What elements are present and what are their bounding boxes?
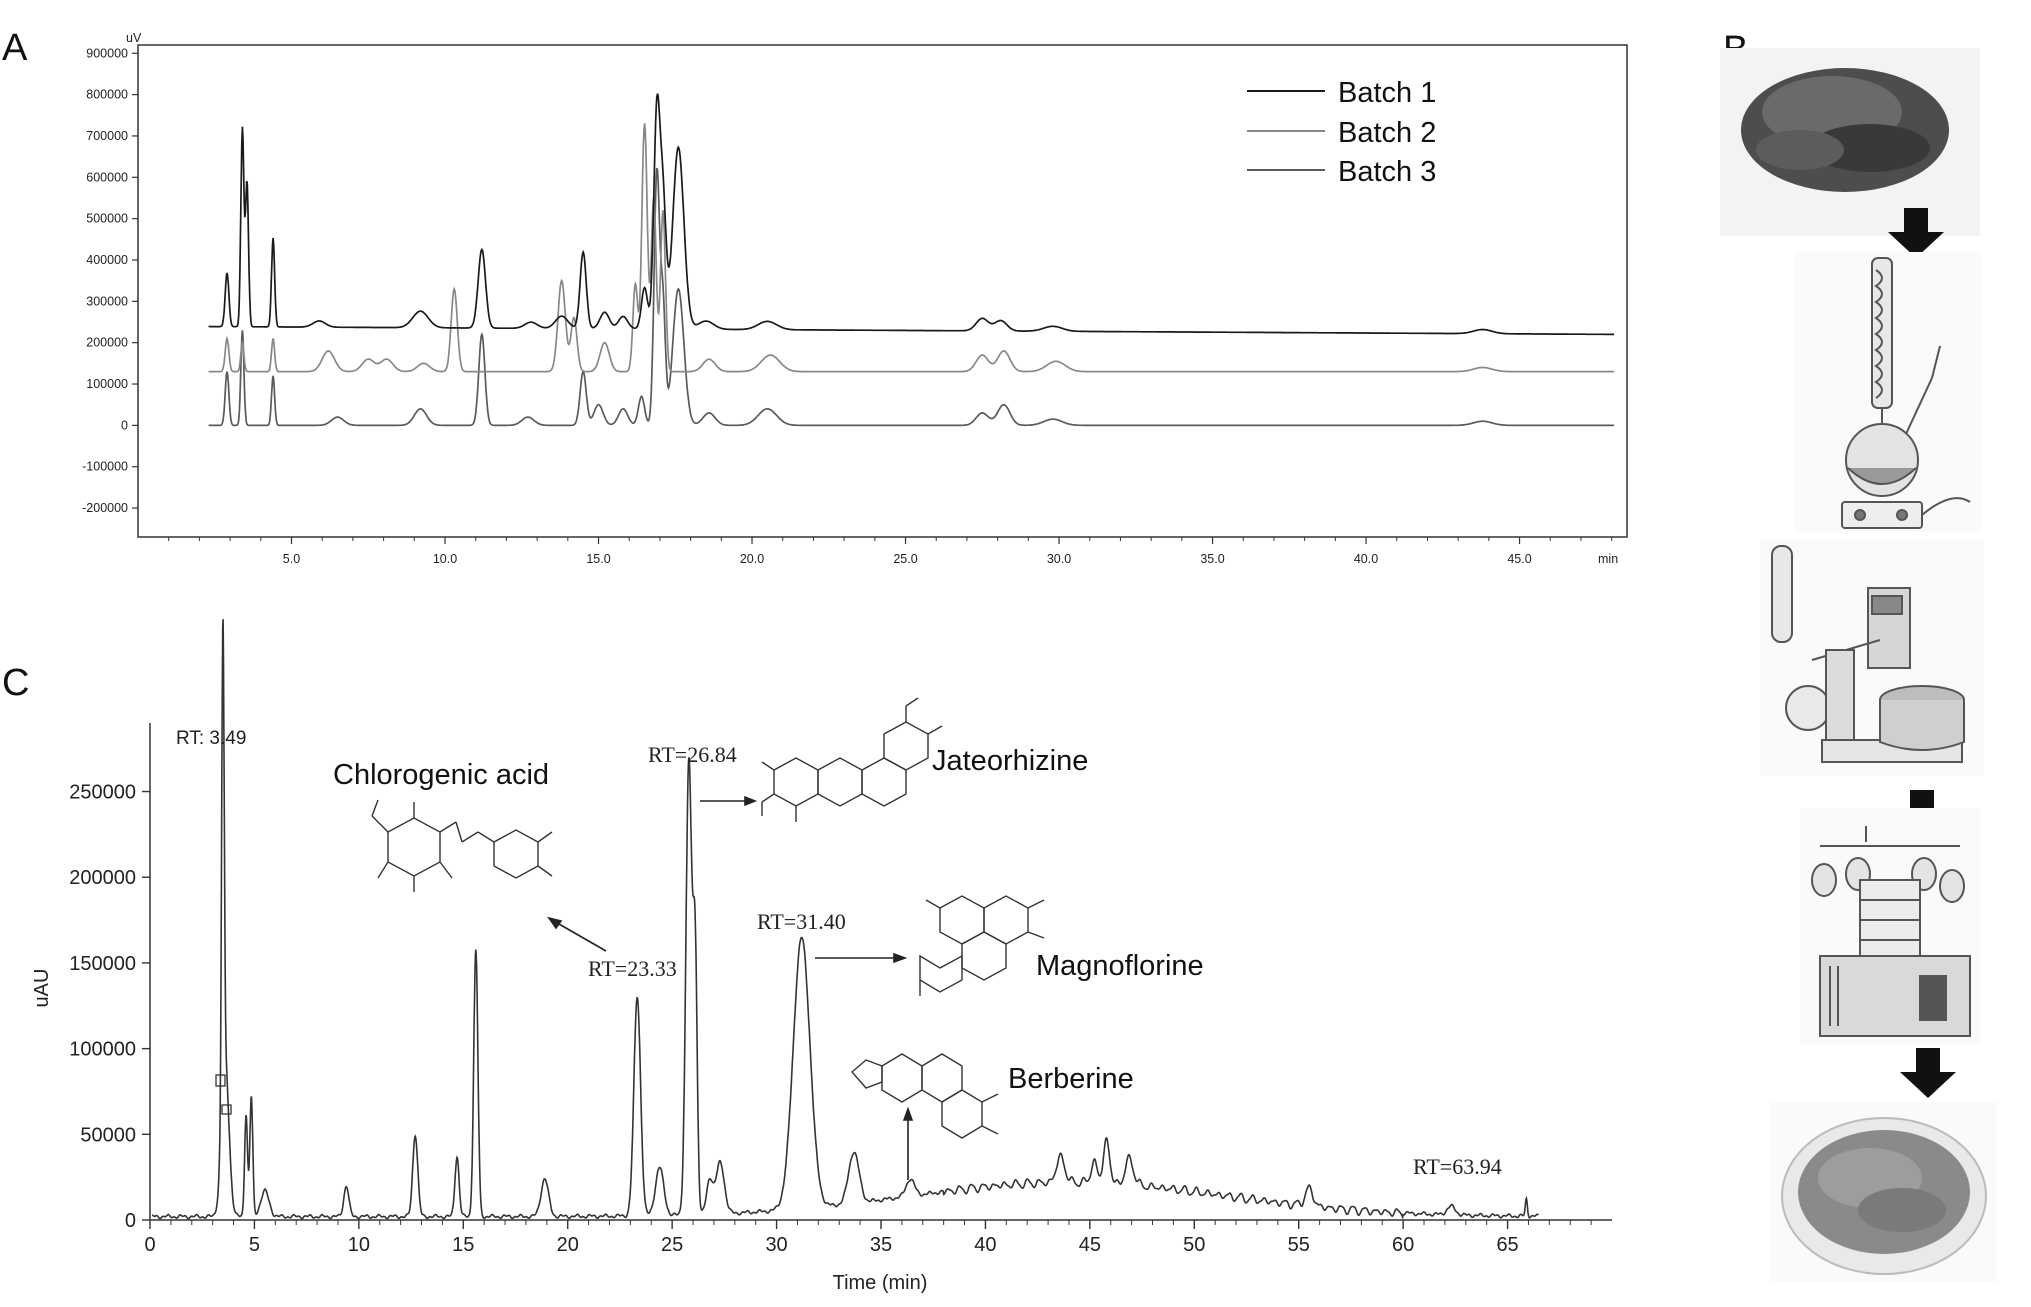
panel-c-x-tick-label: 65 [1496, 1234, 1518, 1256]
panel-c-x-tick-label: 0 [144, 1234, 155, 1256]
panel-c-x-axis: 0 5 10 15 20 25 30 35 40 45 50 55 60 65 [144, 1220, 1592, 1256]
panel-a-y-tick-label: 200000 [86, 336, 128, 350]
panel-c-x-tick-label: 35 [870, 1234, 892, 1256]
series-line-batch-3 [208, 167, 1615, 427]
panel-c-x-tick-label: 45 [1079, 1234, 1101, 1256]
arrow-chlorogenic [551, 919, 607, 952]
panel-c-x-tick-label: 50 [1183, 1234, 1205, 1256]
panel-a-series [208, 93, 1615, 427]
panel-a-y-tick-label: -100000 [82, 460, 128, 474]
panel-a-x-tick-label: 15.0 [586, 552, 610, 566]
panel-a-y-tick-label: 900000 [86, 46, 128, 60]
panel-b-process [1720, 48, 1996, 1282]
compound-chlorogenic-acid: Chlorogenic acid [333, 759, 549, 791]
legend-label-batch-1: Batch 1 [1338, 77, 1436, 109]
arrow-jateorhizine-head [744, 795, 758, 807]
series-line-batch-2 [208, 123, 1615, 373]
arrow-down-1 [1888, 208, 1944, 258]
panel-a-x-tick-label: 20.0 [740, 552, 764, 566]
panel-a-x-unit: min [1598, 552, 1618, 566]
panel-a-x-tick-label: 30.0 [1047, 552, 1071, 566]
compound-magnoflorine: Magnoflorine [1036, 950, 1204, 982]
peak-marker-1 [215, 1074, 226, 1087]
panel-c-y-tick-label: 50000 [80, 1124, 136, 1146]
legend-label-batch-2: Batch 2 [1338, 117, 1436, 149]
panel-a-label: A [2, 27, 28, 69]
panel-c-x-tick-label: 20 [557, 1234, 579, 1256]
panel-a-x-tick-label: 45.0 [1507, 552, 1531, 566]
panel-a-y-axis: 900000 800000 700000 600000 500000 400000 3000… [82, 46, 138, 515]
panel-c-chromatogram: 0 50000 100000 150000 200000 250000 0 5 10 15 20 2… [31, 619, 1612, 1294]
freeze-dryer-image [1800, 808, 1980, 1044]
peak-marker-2 [221, 1104, 232, 1115]
rt-label-23-33: RT=23.33 [588, 956, 677, 981]
panel-a-y-tick-label: 600000 [86, 170, 128, 184]
rt-label-26-84: RT=26.84 [648, 742, 737, 767]
panel-a-y-tick-label: 800000 [86, 88, 128, 102]
arrow-berberine-head [902, 1106, 914, 1121]
panel-c-x-tick-label: 55 [1288, 1234, 1310, 1256]
panel-a-y-tick-label: 300000 [86, 294, 128, 308]
compound-jateorhizine: Jateorhizine [932, 745, 1088, 777]
arrow-magnoflorine-head [893, 952, 908, 964]
rt-label-63-94: RT=63.94 [1413, 1154, 1502, 1179]
panel-a-x-axis: 5.0 10.0 15.0 20.0 25.0 30.0 35.0 40.0 45.0 [168, 537, 1613, 566]
dried-herb-image [1720, 48, 1980, 236]
panel-a-legend: Batch 1 Batch 2 Batch 3 [1247, 77, 1436, 188]
panel-a-x-tick-label: 40.0 [1354, 552, 1378, 566]
panel-a-x-tick-label: 35.0 [1200, 552, 1224, 566]
panel-c-y-title: uAU [31, 969, 53, 1008]
rt-label-3-49: RT: 3.49 [176, 728, 246, 749]
panel-c-y-tick-label: 200000 [69, 867, 136, 889]
panel-a-frame [137, 44, 1628, 538]
panel-a-y-tick-label: 500000 [86, 212, 128, 226]
series-line-batch-1 [208, 93, 1615, 336]
panel-c-y-axis: 0 50000 100000 150000 200000 250000 [69, 782, 150, 1232]
panel-c-y-tick-label: 150000 [69, 953, 136, 975]
reflux-apparatus-image [1794, 252, 1982, 532]
panel-a-x-tick-label: 5.0 [283, 552, 300, 566]
panel-a-x-tick-label: 10.0 [433, 552, 457, 566]
panel-c-x-title: Time (min) [833, 1272, 928, 1294]
panel-c-x-tick-label: 40 [974, 1234, 996, 1256]
panel-a-y-tick-label: 700000 [86, 129, 128, 143]
structure-magnoflorine [919, 895, 1045, 996]
panel-c-x-tick-label: 10 [348, 1234, 370, 1256]
panel-c-x-tick-label: 15 [452, 1234, 474, 1256]
panel-c-y-tick-label: 250000 [69, 782, 136, 804]
structure-berberine [851, 1053, 999, 1139]
structure-chlorogenic-acid [371, 799, 553, 892]
arrow-chlorogenic-head [547, 916, 563, 930]
annotation-arrows [547, 795, 914, 1180]
panel-c-y-tick-label: 0 [125, 1210, 136, 1232]
rt-label-31-40: RT=31.40 [757, 909, 846, 934]
panel-c-series [151, 619, 1540, 1220]
series-line-panel-c [151, 619, 1540, 1220]
structure-jateorhizine [761, 697, 943, 822]
panel-a-x-tick-label: 25.0 [893, 552, 917, 566]
panel-c-x-tick-label: 60 [1392, 1234, 1414, 1256]
legend-label-batch-3: Batch 3 [1338, 156, 1436, 188]
arrow-down-4 [1900, 1048, 1956, 1098]
panel-a-y-tick-label: -200000 [82, 501, 128, 515]
panel-c-x-tick-label: 30 [765, 1234, 787, 1256]
panel-a-y-tick-label: 0 [121, 418, 128, 432]
panel-a-y-tick-label: 400000 [86, 253, 128, 267]
panel-a-y-tick-label: 100000 [86, 377, 128, 391]
panel-c-x-tick-label: 5 [249, 1234, 260, 1256]
panel-c-x-tick-label: 25 [661, 1234, 683, 1256]
powder-image [1770, 1102, 1996, 1282]
panel-c-y-tick-label: 100000 [69, 1039, 136, 1061]
compound-berberine: Berberine [1008, 1063, 1134, 1095]
panel-a-chromatogram: uV min 900000 800000 700000 600000 500000 400… [82, 31, 1628, 566]
rotary-evaporator-image [1760, 540, 1984, 776]
panel-c-label: C [2, 662, 29, 704]
panel-a-y-unit: uV [126, 31, 142, 45]
